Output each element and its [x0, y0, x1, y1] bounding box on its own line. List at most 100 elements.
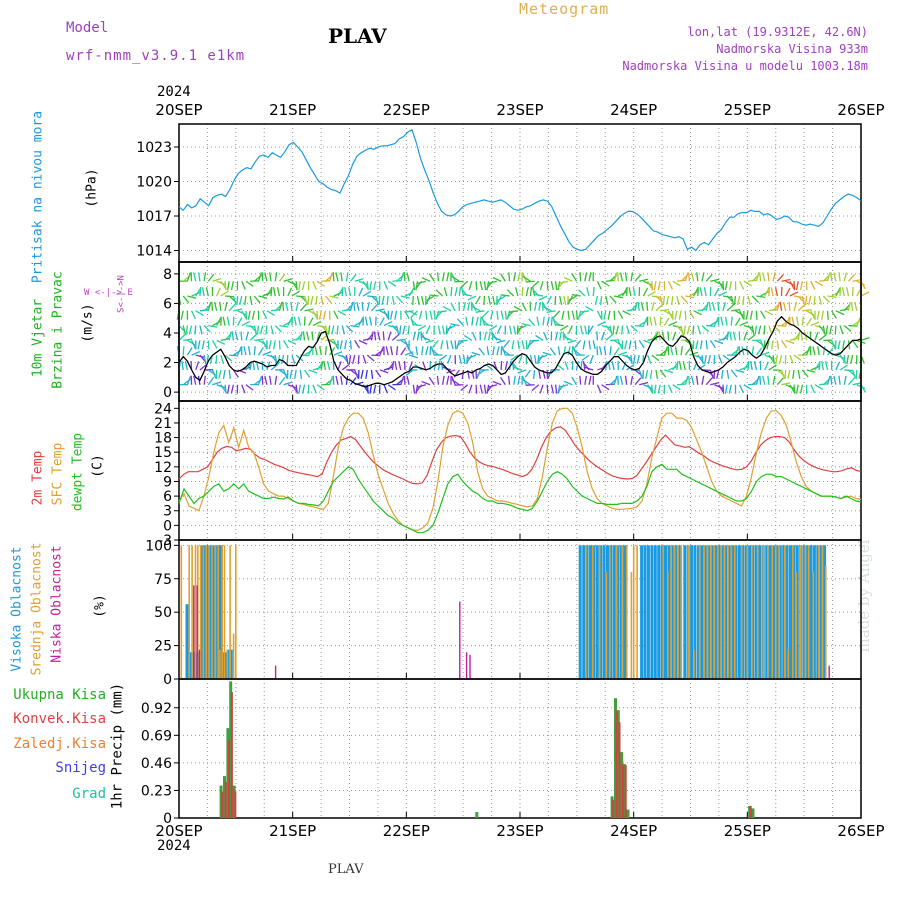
- wind-arrow: [478, 347, 485, 356]
- wind-arrow: [350, 377, 357, 386]
- wind-arrow: [787, 369, 791, 379]
- cloud-bar-1: [775, 545, 777, 679]
- wind-arrow: [653, 281, 657, 291]
- wind-arrow: [646, 301, 649, 311]
- cloud-bar-1: [235, 545, 237, 679]
- wind-arrow: [696, 272, 699, 282]
- wind-arrow: [785, 317, 790, 326]
- cloud-bar-1: [621, 545, 624, 679]
- wind-arrow: [695, 375, 699, 385]
- wind-arrow: [622, 310, 631, 316]
- wind-arrow: [231, 331, 235, 341]
- cloud-bar-0: [697, 545, 700, 679]
- wind-arrow: [311, 331, 314, 341]
- wind-arrow: [791, 316, 795, 326]
- precip-bar-0: [475, 812, 479, 818]
- wind-arrow: [764, 354, 774, 359]
- wind-arrow: [525, 384, 535, 386]
- wind-arrow: [642, 369, 645, 379]
- wind-arrow: [575, 361, 580, 371]
- wind-arrow: [475, 316, 479, 326]
- wind-arrow: [360, 369, 364, 379]
- wind-arrow: [319, 346, 322, 356]
- wind-arrow: [182, 325, 187, 335]
- wind-arrow: [491, 332, 498, 341]
- wind-arrow: [383, 310, 389, 320]
- wind-arrow: [407, 325, 410, 335]
- wind-arrow: [253, 325, 258, 335]
- wind-arrow: [825, 325, 829, 335]
- wind-arrow: [416, 295, 420, 306]
- wind-arrow: [801, 369, 809, 378]
- wind-arrow: [404, 310, 414, 313]
- wind-arrow: [450, 286, 453, 297]
- wind-arrow: [298, 281, 301, 291]
- wind-arrow: [335, 375, 339, 385]
- wind-arrow: [220, 354, 225, 364]
- wind-arrow: [247, 310, 251, 320]
- wind-arrow: [697, 325, 702, 335]
- wind-arrow: [821, 310, 824, 320]
- wind-arrow: [655, 331, 659, 341]
- wind-arrow: [467, 301, 471, 311]
- wind-arrow: [776, 377, 784, 386]
- wind-arrow: [830, 375, 833, 385]
- wind-arrow: [205, 287, 209, 297]
- cloud-bar-1: [223, 545, 226, 679]
- temp-ytick-label: -3: [158, 533, 172, 549]
- wind-arrow: [743, 362, 750, 371]
- wind-arrow: [739, 310, 745, 320]
- wind-arrow: [274, 325, 282, 333]
- wind-arrow: [279, 324, 289, 328]
- wind-arrow: [316, 384, 325, 391]
- wind-arrow: [782, 301, 787, 311]
- wind-arrow: [193, 375, 197, 385]
- wind-arrow: [611, 361, 615, 371]
- wind-arrow: [574, 339, 582, 348]
- wind-arrow: [529, 355, 534, 365]
- wind-arrow: [308, 317, 314, 326]
- wind-arrow: [483, 384, 487, 394]
- cloud-bar-1: [693, 649, 695, 679]
- wind-arrow: [701, 355, 704, 365]
- wind-arrow: [674, 346, 678, 356]
- wind-arrow: [320, 360, 324, 371]
- cloud-bar-1: [585, 545, 587, 679]
- wind-arrow: [291, 280, 298, 290]
- wind-arrow: [259, 325, 264, 335]
- wind-arrow: [571, 310, 575, 320]
- wind-arrow: [626, 364, 635, 371]
- cloud-bar-1: [792, 545, 794, 679]
- wind-arrow: [561, 310, 565, 320]
- wind-arrow: [257, 376, 263, 385]
- wind-arrow: [580, 310, 590, 313]
- cloud-bar-1: [787, 649, 790, 679]
- cloud-bar-0: [653, 545, 657, 679]
- wind-arrow: [261, 272, 264, 282]
- wind-arrow: [588, 272, 592, 282]
- wind-arrow: [856, 317, 861, 326]
- wind-arrow: [209, 355, 214, 365]
- wind-arrow: [435, 289, 444, 297]
- wind-arrow: [697, 364, 706, 371]
- wind-arrow: [224, 301, 228, 311]
- wind-arrow: [429, 310, 433, 320]
- wind-arrow: [369, 316, 373, 326]
- precip-bar-1: [221, 791, 224, 818]
- wind-arrow: [764, 287, 770, 297]
- wind-arrow: [718, 280, 724, 290]
- wind-arrow: [749, 310, 753, 320]
- wind-arrow: [226, 316, 230, 326]
- wind-arrow: [855, 369, 858, 379]
- cloud-bar-0: [717, 545, 721, 679]
- wind-arrow: [370, 303, 379, 312]
- cloud-bar-2: [196, 585, 198, 679]
- wind-arrow: [442, 306, 452, 312]
- wind-arrow: [710, 278, 720, 282]
- wind-arrow: [350, 324, 360, 328]
- cloud-bar-2: [193, 585, 195, 679]
- wind-arrow: [373, 331, 377, 341]
- wind-arrow: [733, 295, 737, 306]
- cloud-bar-1: [713, 545, 716, 679]
- wind-arrow: [324, 346, 327, 356]
